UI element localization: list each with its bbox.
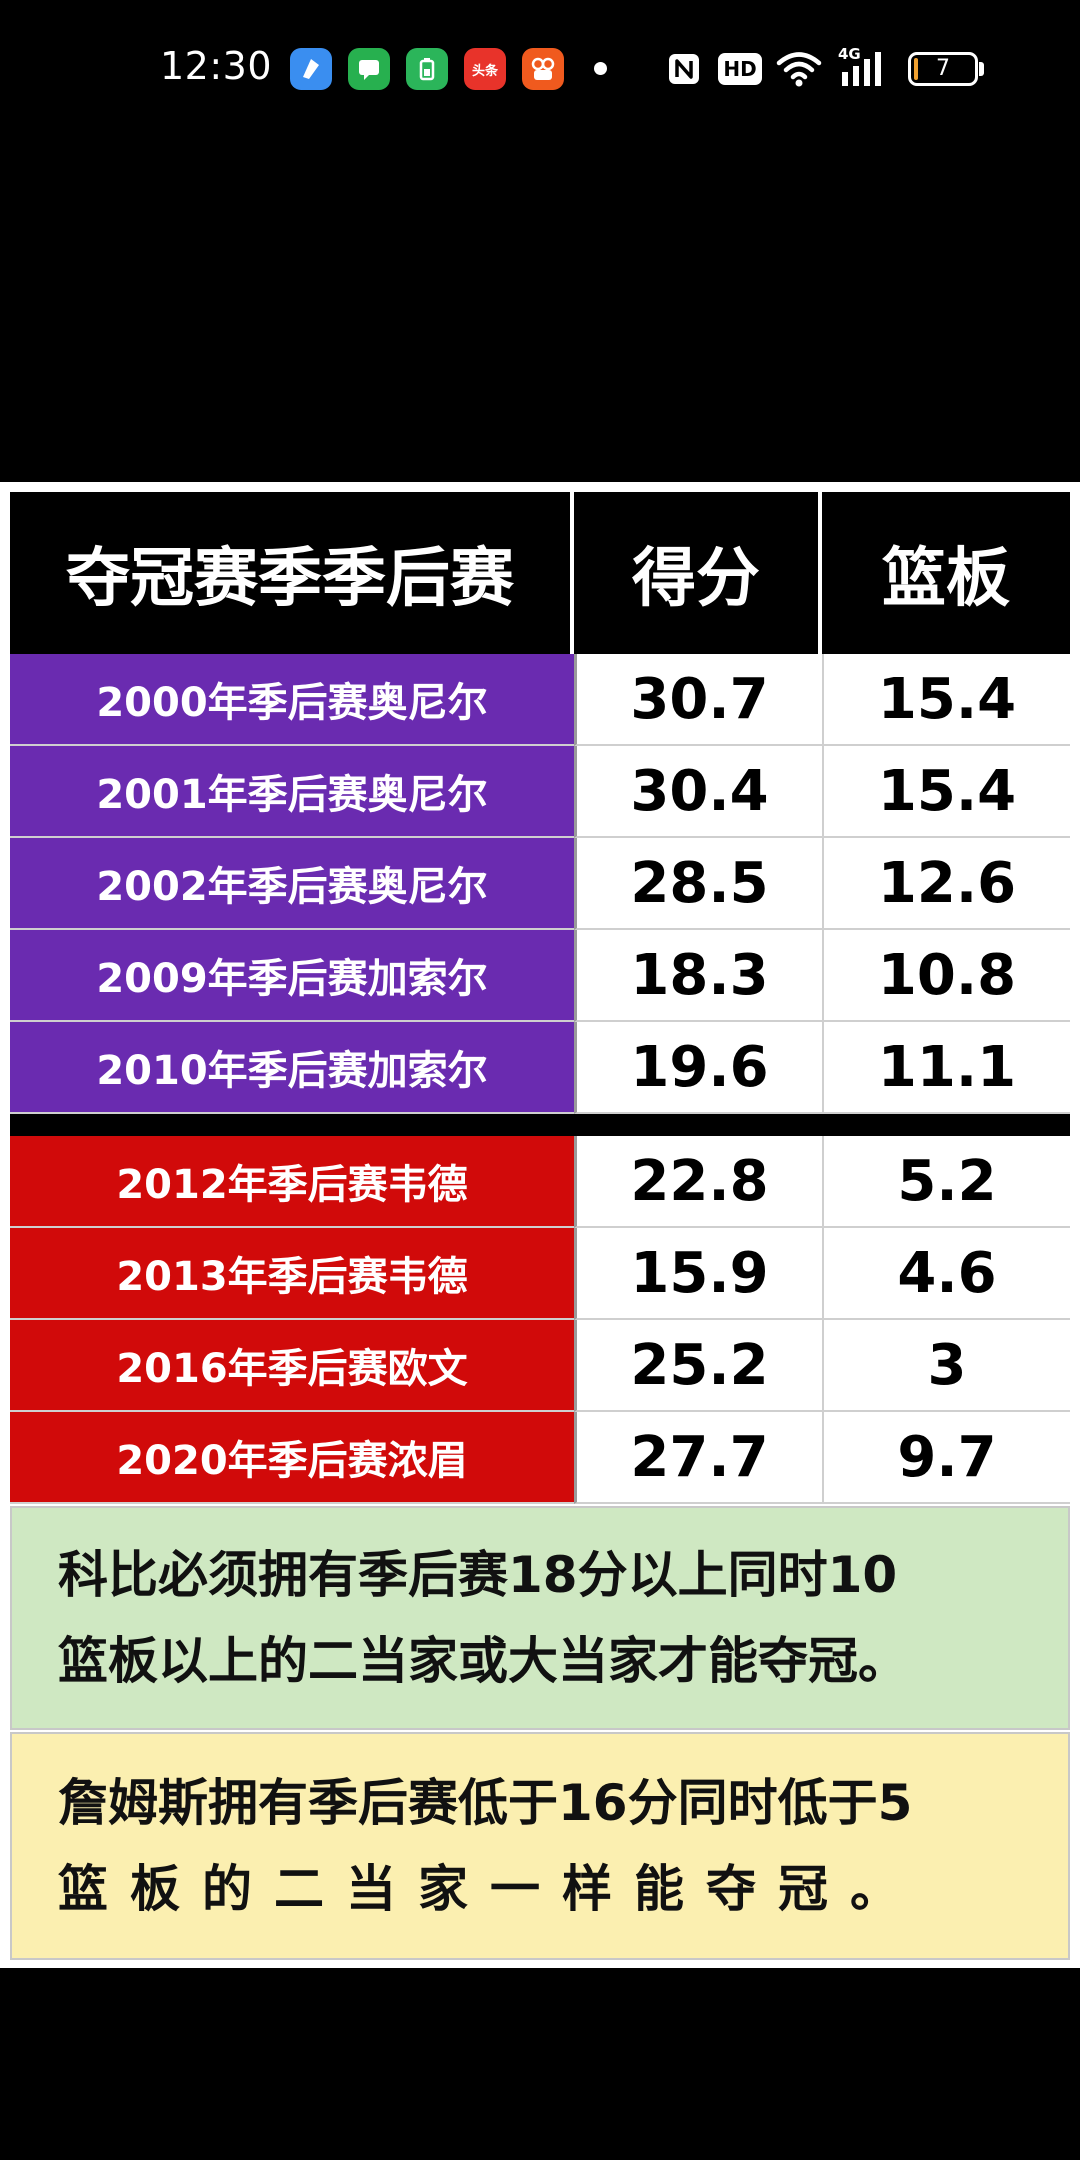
row-points-value: 28.5 <box>574 838 822 930</box>
row-rebounds-value: 10.8 <box>822 930 1070 1022</box>
row-points-value: 22.8 <box>574 1136 822 1228</box>
row-season-label: 2012年季后赛韦德 <box>10 1136 574 1228</box>
row-rebounds-value: 4.6 <box>822 1228 1070 1320</box>
row-season-label: 2009年季后赛加索尔 <box>10 930 574 1022</box>
chat-app-icon <box>348 48 390 90</box>
row-season-label: 2013年季后赛韦德 <box>10 1228 574 1320</box>
header-season: 夺冠赛季季后赛 <box>10 492 574 654</box>
row-points-value: 25.2 <box>574 1320 822 1412</box>
more-notifications-dot <box>594 62 607 75</box>
row-points-value: 15.9 <box>574 1228 822 1320</box>
row-rebounds-value: 12.6 <box>822 838 1070 930</box>
wifi-icon <box>774 48 824 90</box>
row-rebounds-value: 5.2 <box>822 1136 1070 1228</box>
nfc-icon <box>664 48 704 90</box>
kobe-note: 科比必须拥有季后赛18分以上同时10 篮板以上的二当家或大当家才能夺冠。 <box>10 1506 1070 1730</box>
james-note: 詹姆斯拥有季后赛低于16分同时低于5 篮板的二当家一样能夺冠。 <box>10 1732 1070 1960</box>
status-time: 12:30 <box>160 44 273 88</box>
row-points-value: 19.6 <box>574 1022 822 1114</box>
header-points: 得分 <box>574 492 822 654</box>
james-note-line2: 篮板的二当家一样能夺冠。 <box>58 1860 922 1918</box>
network-type-label: 4G <box>838 45 861 63</box>
row-rebounds-value: 9.7 <box>822 1412 1070 1504</box>
hd-icon: HD <box>718 48 762 90</box>
kuaishou-app-icon <box>522 48 564 90</box>
content-image[interactable]: 夺冠赛季季后赛 得分 篮板 2000年季后赛奥尼尔 30.7 15.4 2001年季后… <box>0 482 1080 1968</box>
row-points-value: 27.7 <box>574 1412 822 1504</box>
kobe-note-line1: 科比必须拥有季后赛18分以上同时10 <box>58 1546 898 1604</box>
stats-table: 夺冠赛季季后赛 得分 篮板 2000年季后赛奥尼尔 30.7 15.4 2001年季后… <box>10 492 1070 1504</box>
kobe-note-line2: 篮板以上的二当家或大当家才能夺冠。 <box>58 1632 908 1690</box>
row-season-label: 2016年季后赛欧文 <box>10 1320 574 1412</box>
battery-cap <box>979 62 984 76</box>
row-season-label: 2010年季后赛加索尔 <box>10 1022 574 1114</box>
row-points-value: 30.4 <box>574 746 822 838</box>
row-rebounds-value: 3 <box>822 1320 1070 1412</box>
row-points-value: 30.7 <box>574 654 822 746</box>
toutiao-icon-label: 头条 <box>471 63 498 79</box>
row-season-label: 2020年季后赛浓眉 <box>10 1412 574 1504</box>
row-season-label: 2001年季后赛奥尼尔 <box>10 746 574 838</box>
hd-label: HD <box>718 53 762 85</box>
row-season-label: 2000年季后赛奥尼尔 <box>10 654 574 746</box>
battery-app-icon <box>406 48 448 90</box>
row-points-value: 18.3 <box>574 930 822 1022</box>
battery-level-fill <box>914 58 918 80</box>
row-season-label: 2002年季后赛奥尼尔 <box>10 838 574 930</box>
row-rebounds-value: 15.4 <box>822 654 1070 746</box>
status-bar: 12:30 头条 HD 4G 7 <box>0 0 1080 140</box>
cellular-signal-icon: 4G <box>836 45 892 90</box>
browser-app-icon <box>290 48 332 90</box>
battery-icon: 7 <box>908 52 978 86</box>
header-rebounds: 篮板 <box>822 492 1070 654</box>
row-rebounds-value: 15.4 <box>822 746 1070 838</box>
group-separator <box>10 1114 1070 1136</box>
toutiao-app-icon: 头条 <box>464 48 506 90</box>
james-note-line1: 詹姆斯拥有季后赛低于16分同时低于5 <box>58 1774 913 1832</box>
row-rebounds-value: 11.1 <box>822 1022 1070 1114</box>
battery-level-text: 7 <box>936 56 950 81</box>
